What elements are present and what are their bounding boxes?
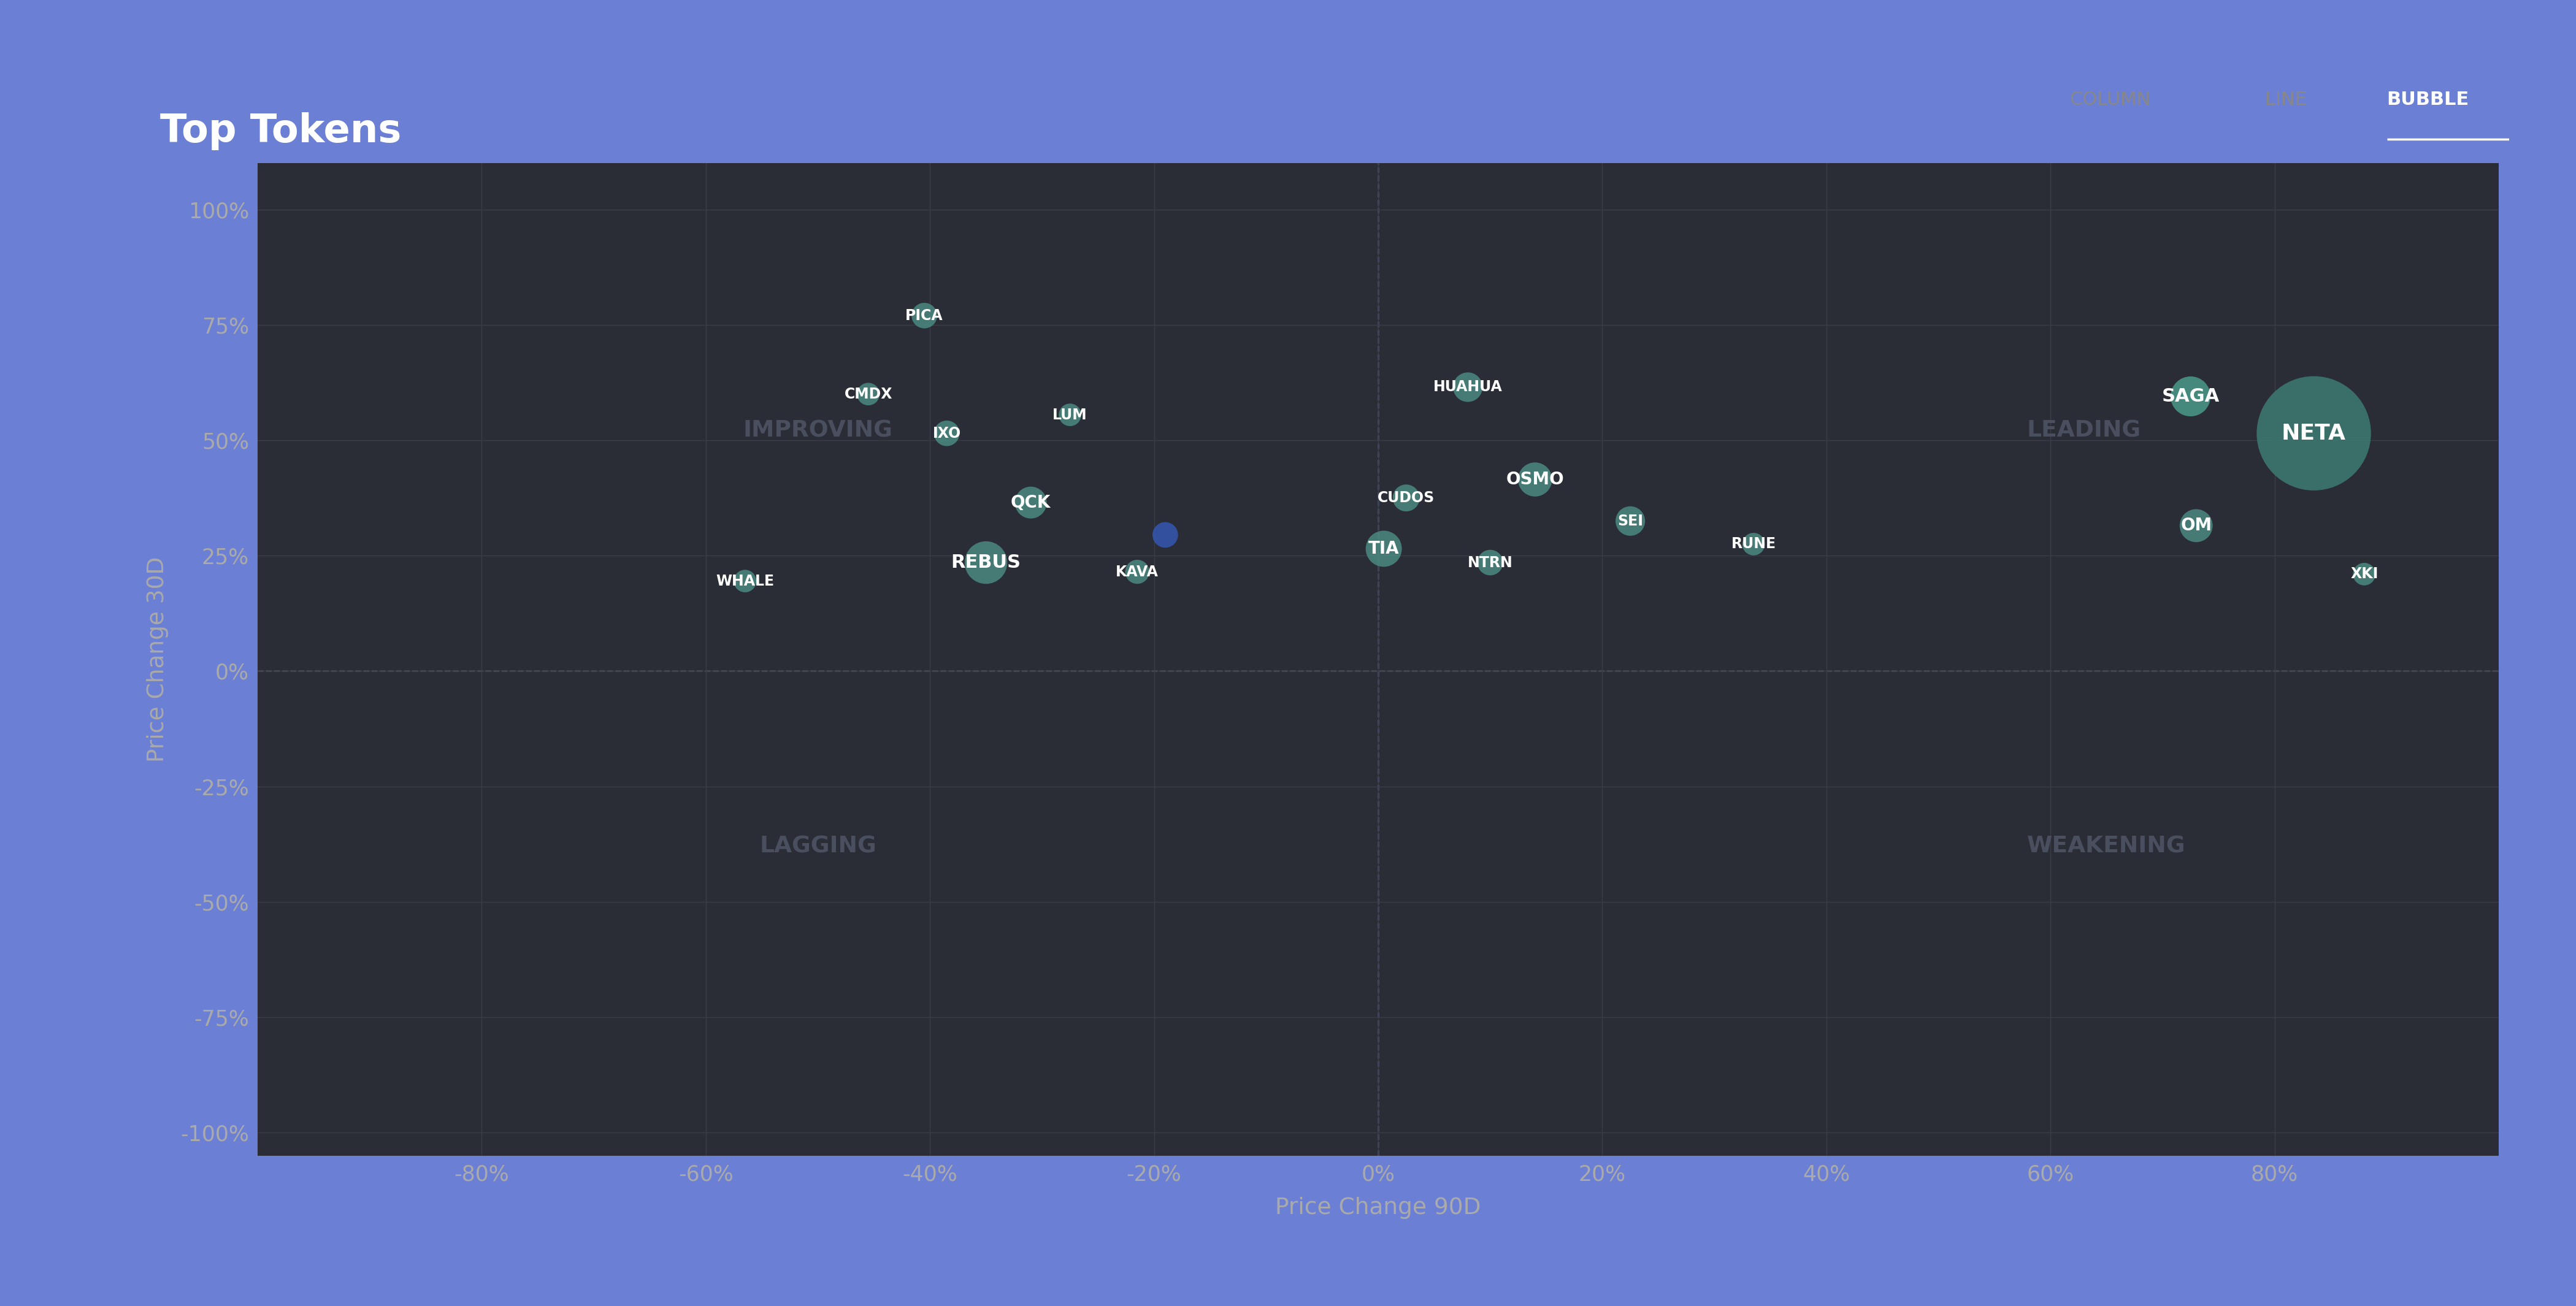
Text: SEI: SEI [1618, 513, 1643, 529]
Text: NTRN: NTRN [1468, 555, 1512, 569]
Text: WHALE: WHALE [716, 573, 775, 589]
Point [1115, 562, 1157, 582]
Point [724, 571, 765, 592]
Text: QCK: QCK [1010, 494, 1051, 511]
Point [1386, 487, 1427, 508]
Text: LEADING: LEADING [2027, 421, 2141, 441]
Text: Top Tokens: Top Tokens [160, 112, 402, 150]
Text: IMPROVING: IMPROVING [742, 421, 894, 441]
Text: CMDX: CMDX [845, 387, 891, 401]
Text: KAVA: KAVA [1115, 564, 1159, 579]
X-axis label: Price Change 90D: Price Change 90D [1275, 1198, 1481, 1220]
Text: LUM: LUM [1054, 407, 1087, 422]
Text: WEAKENING: WEAKENING [2027, 836, 2187, 858]
Text: XKI: XKI [2349, 567, 2378, 581]
Point [1468, 552, 1510, 573]
Point [1144, 525, 1185, 546]
Text: COLUMN: COLUMN [2069, 90, 2151, 108]
Text: OM: OM [2179, 517, 2213, 534]
Text: NETA: NETA [2282, 423, 2347, 444]
Point [2344, 564, 2385, 585]
Point [966, 552, 1007, 573]
Point [1610, 511, 1651, 532]
Point [1363, 538, 1404, 559]
Point [2169, 387, 2210, 407]
Point [927, 423, 969, 444]
Text: IXO: IXO [933, 426, 961, 440]
Text: OSMO: OSMO [1507, 471, 1564, 488]
Text: LAGGING: LAGGING [760, 836, 876, 858]
Point [904, 306, 945, 326]
Text: REBUS: REBUS [951, 554, 1020, 572]
Point [2293, 423, 2334, 444]
Point [2177, 515, 2218, 535]
Point [1048, 405, 1090, 426]
Text: LINE: LINE [2264, 90, 2306, 108]
Point [1448, 376, 1489, 397]
Text: CUDOS: CUDOS [1378, 491, 1435, 505]
Text: TIA: TIA [1368, 541, 1399, 558]
Point [848, 384, 889, 405]
Point [1515, 469, 1556, 490]
Text: HUAHUA: HUAHUA [1432, 380, 1502, 394]
Point [1010, 492, 1051, 513]
Text: SAGA: SAGA [2161, 388, 2221, 405]
Text: RUNE: RUNE [1731, 537, 1775, 551]
Y-axis label: Price Change 30D: Price Change 30D [147, 556, 167, 763]
Point [1734, 534, 1775, 555]
Text: BUBBLE: BUBBLE [2388, 90, 2470, 108]
Text: PICA: PICA [904, 308, 943, 323]
